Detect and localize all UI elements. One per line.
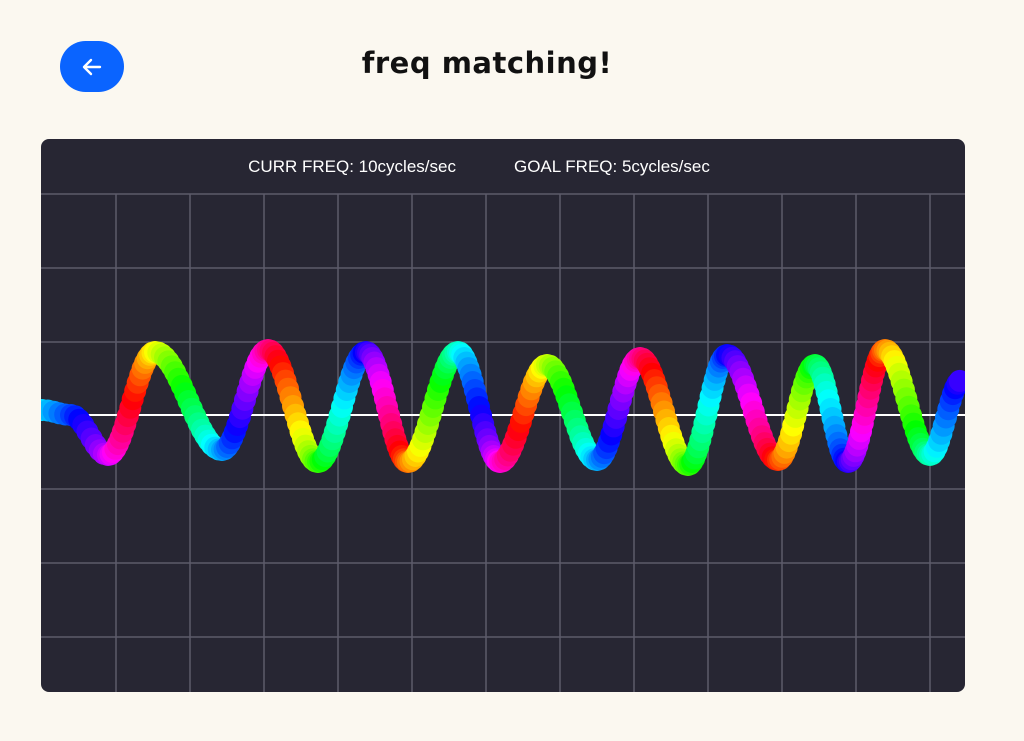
wave-panel: CURR FREQ: 10cycles/sec GOAL FREQ: 5cycl… — [41, 139, 965, 692]
frequency-readout: CURR FREQ: 10cycles/sec GOAL FREQ: 5cycl… — [41, 139, 965, 194]
rainbow-wave — [41, 339, 965, 476]
arrow-left-icon — [82, 58, 102, 75]
page-title: freq matching! — [361, 46, 613, 80]
grid-lines — [41, 193, 965, 692]
goal-frequency: GOAL FREQ: 5cycles/sec — [513, 156, 710, 176]
wave-plot — [41, 193, 965, 692]
back-button[interactable] — [60, 41, 124, 92]
current-frequency: CURR FREQ: 10cycles/sec — [248, 156, 456, 176]
